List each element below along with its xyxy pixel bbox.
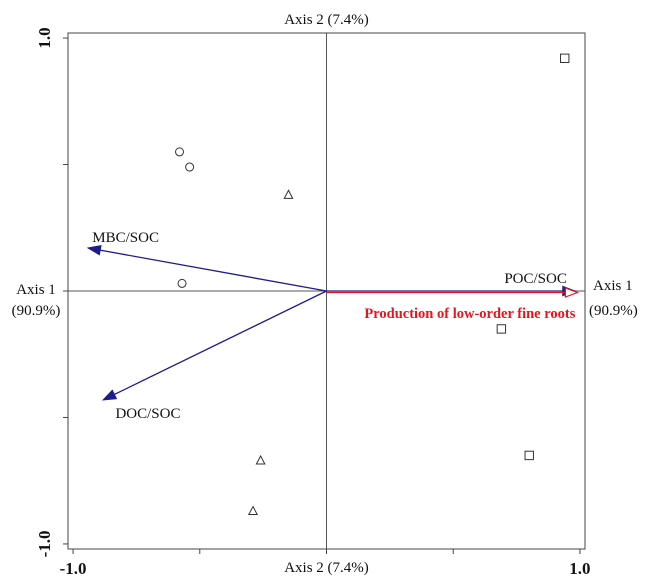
vector-label: MBC/SOC [92,230,159,246]
triangle-point [247,505,259,516]
square-point [496,324,507,334]
axis-label-top: Axis 2 (7.4%) [284,12,369,28]
axis-label-right: Axis 1 [593,278,633,294]
axis-label-left: Axis 1 [16,282,56,298]
vector-arrowhead [564,287,580,298]
circle-point [177,278,187,288]
square-point [524,450,534,461]
axis-label-right-pct: (90.9%) [589,303,638,319]
circle-point [175,147,185,157]
axis-label-left-pct: (90.9%) [12,303,61,319]
y-tick-label: 1.0 [35,27,54,48]
x-tick-label: 1.0 [569,559,590,577]
square-point [560,53,570,63]
triangle-point [283,189,294,199]
vector-arrowhead [86,244,102,256]
circle-point [185,162,195,172]
vector-line [88,247,327,292]
triangle-point [255,454,266,465]
vector-line [103,290,327,401]
vector-label: DOC/SOC [115,406,180,422]
x-tick-label: -1.0 [60,559,87,577]
vector-label: POC/SOC [504,271,567,287]
vector-arrowhead [101,389,118,401]
axis-label-bottom: Axis 2 (7.4%) [284,560,369,576]
vector-label: Production of low-order fine roots [364,306,575,322]
y-tick-label: -1.0 [35,530,54,557]
